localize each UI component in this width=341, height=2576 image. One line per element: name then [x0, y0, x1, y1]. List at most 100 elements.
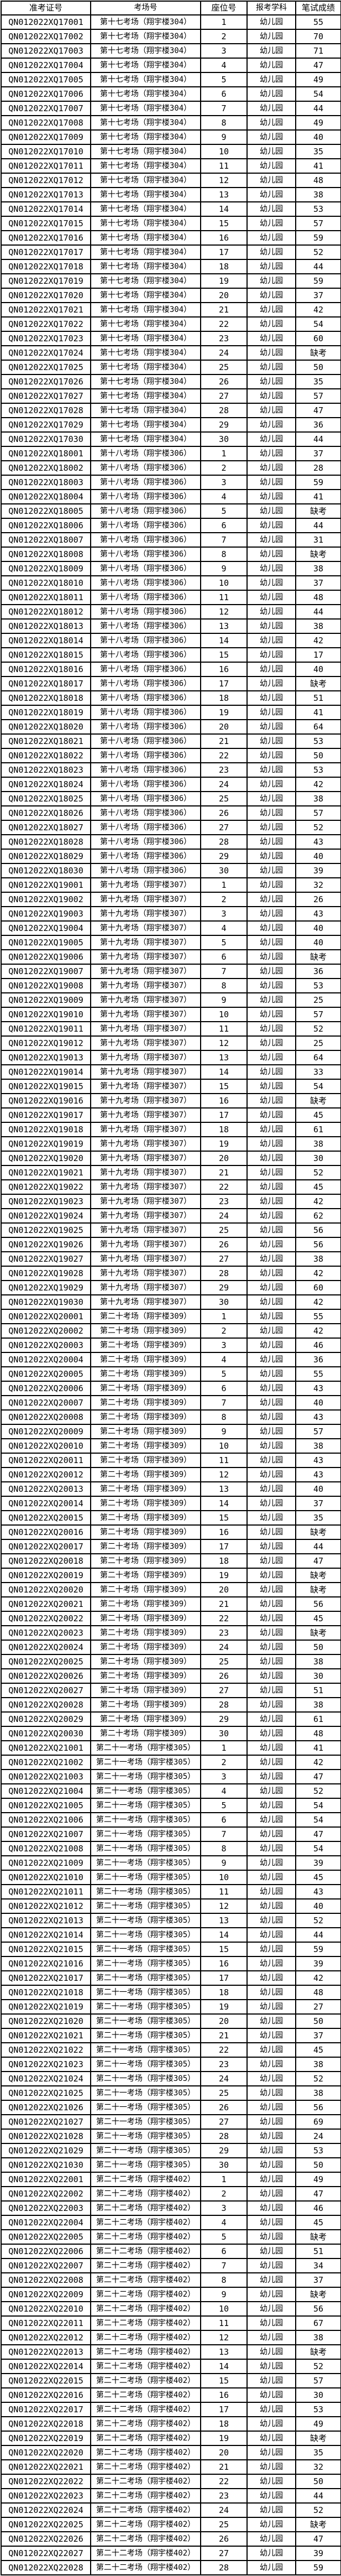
- table-row: QN012022XQ18024 第十八考场（翔宇楼306） 24 幼儿园 42: [1, 777, 341, 792]
- cell-exam-room: 第二十二考场（翔宇楼402）: [90, 2244, 201, 2259]
- cell-exam-room: 第十九考场（翔宇楼307）: [90, 949, 201, 965]
- cell-written-score: 38: [295, 561, 341, 576]
- cell-ticket-number: QN012022XQ17001: [1, 14, 91, 30]
- cell-written-score: 50: [295, 2157, 341, 2173]
- cell-subject: 幼儿园: [246, 2488, 296, 2504]
- cell-seat-number: 5: [200, 72, 248, 87]
- table-row: QN012022XQ17016 第十七考场（翔宇楼304） 16 幼儿园 59: [1, 230, 341, 246]
- cell-ticket-number: QN012022XQ22025: [1, 2517, 91, 2532]
- table-row: QN012022XQ22020 第二十二考场（翔宇楼402） 20 幼儿园 35: [1, 2445, 341, 2460]
- cell-ticket-number: QN012022XQ20007: [1, 1395, 91, 1411]
- cell-written-score: 38: [295, 791, 341, 806]
- table-row: QN012022XQ22025 第二十二考场（翔宇楼402） 25 幼儿园 缺考: [1, 2517, 341, 2532]
- cell-subject: 幼儿园: [246, 2114, 296, 2130]
- cell-written-score: 40: [295, 920, 341, 936]
- table-row: QN012022XQ19014 第十九考场（翔宇楼307） 14 幼儿园 33: [1, 1064, 341, 1080]
- cell-ticket-number: QN012022XQ20004: [1, 1352, 91, 1367]
- cell-ticket-number: QN012022XQ17002: [1, 29, 91, 44]
- cell-exam-room: 第十七考场（翔宇楼304）: [90, 101, 201, 116]
- cell-subject: 幼儿园: [246, 43, 296, 59]
- cell-exam-room: 第十七考场（翔宇楼304）: [90, 173, 201, 188]
- table-row: QN012022XQ19017 第十九考场（翔宇楼307） 17 幼儿园 45: [1, 1107, 341, 1123]
- cell-subject: 幼儿园: [246, 302, 296, 318]
- cell-seat-number: 17: [200, 1539, 248, 1554]
- cell-ticket-number: QN012022XQ18004: [1, 489, 91, 504]
- cell-exam-room: 第十九考场（翔宇楼307）: [90, 1136, 201, 1152]
- cell-seat-number: 6: [200, 518, 248, 533]
- cell-written-score: 64: [295, 1050, 341, 1065]
- cell-ticket-number: QN012022XQ22014: [1, 2359, 91, 2374]
- cell-written-score: 38: [295, 1251, 341, 1267]
- cell-exam-room: 第二十一考场（翔宇楼305）: [90, 1884, 201, 1900]
- table-row: QN012022XQ21027 第二十一考场（翔宇楼305） 27 幼儿园 69: [1, 2114, 341, 2130]
- cell-subject: 幼儿园: [246, 259, 296, 274]
- cell-ticket-number: QN012022XQ20010: [1, 1438, 91, 1454]
- cell-exam-room: 第二十二考场（翔宇楼402）: [90, 2560, 201, 2575]
- table-row: QN012022XQ20027 第二十考场（翔宇楼309） 27 幼儿园 51: [1, 1683, 341, 1698]
- cell-ticket-number: QN012022XQ18022: [1, 748, 91, 763]
- cell-seat-number: 10: [200, 575, 248, 591]
- table-row: QN012022XQ19019 第十九考场（翔宇楼307） 19 幼儿园 38: [1, 1136, 341, 1152]
- cell-seat-number: 11: [200, 158, 248, 174]
- cell-exam-room: 第十九考场（翔宇楼307）: [90, 1151, 201, 1166]
- cell-ticket-number: QN012022XQ18005: [1, 503, 91, 519]
- cell-seat-number: 28: [200, 834, 248, 850]
- table-row: QN012022XQ19026 第十九考场（翔宇楼307） 26 幼儿园 56: [1, 1237, 341, 1252]
- cell-ticket-number: QN012022XQ17005: [1, 72, 91, 87]
- cell-ticket-number: QN012022XQ21013: [1, 1913, 91, 1928]
- cell-subject: 幼儿园: [246, 1021, 296, 1037]
- cell-subject: 幼儿园: [246, 1870, 296, 1885]
- cell-subject: 幼儿园: [246, 1625, 296, 1641]
- cell-seat-number: 26: [200, 374, 248, 389]
- cell-seat-number: 3: [200, 1338, 248, 1353]
- cell-ticket-number: QN012022XQ18014: [1, 633, 91, 648]
- cell-ticket-number: QN012022XQ20024: [1, 1640, 91, 1655]
- table-row: QN012022XQ20004 第二十考场（翔宇楼309） 4 幼儿园 36: [1, 1352, 341, 1367]
- table-row: QN012022XQ20005 第二十考场（翔宇楼309） 5 幼儿园 55: [1, 1366, 341, 1382]
- cell-seat-number: 11: [200, 590, 248, 605]
- table-row: QN012022XQ21010 第二十一考场（翔宇楼305） 10 幼儿园 45: [1, 1870, 341, 1885]
- cell-exam-room: 第二十考场（翔宇楼309）: [90, 1640, 201, 1655]
- cell-exam-room: 第十七考场（翔宇楼304）: [90, 417, 201, 433]
- cell-written-score: 缺考: [295, 547, 341, 562]
- cell-subject: 幼儿园: [246, 1050, 296, 1065]
- cell-exam-room: 第十九考场（翔宇楼307）: [90, 920, 201, 936]
- cell-ticket-number: QN012022XQ20009: [1, 1424, 91, 1439]
- cell-seat-number: 23: [200, 2057, 248, 2072]
- cell-written-score: 37: [295, 2028, 341, 2043]
- cell-subject: 幼儿园: [246, 417, 296, 433]
- cell-exam-room: 第二十二考场（翔宇楼402）: [90, 2301, 201, 2317]
- cell-ticket-number: QN012022XQ21021: [1, 2028, 91, 2043]
- cell-written-score: 52: [295, 244, 341, 260]
- cell-ticket-number: QN012022XQ19011: [1, 1021, 91, 1037]
- cell-subject: 幼儿园: [246, 1985, 296, 2000]
- cell-exam-room: 第二十一考场（翔宇楼305）: [90, 2013, 201, 2029]
- cell-exam-room: 第十八考场（翔宇楼306）: [90, 590, 201, 605]
- cell-seat-number: 21: [200, 2459, 248, 2475]
- cell-exam-room: 第十七考场（翔宇楼304）: [90, 115, 201, 131]
- table-row: QN012022XQ19027 第十九考场（翔宇楼307） 27 幼儿园 38: [1, 1251, 341, 1267]
- cell-subject: 幼儿园: [246, 949, 296, 965]
- cell-ticket-number: QN012022XQ17009: [1, 129, 91, 145]
- cell-seat-number: 15: [200, 647, 248, 663]
- cell-subject: 幼儿园: [246, 201, 296, 217]
- cell-seat-number: 29: [200, 1711, 248, 1727]
- cell-ticket-number: QN012022XQ20014: [1, 1496, 91, 1511]
- cell-subject: 幼儿园: [246, 1323, 296, 1339]
- cell-subject: 幼儿园: [246, 1956, 296, 1971]
- cell-written-score: 56: [295, 1222, 341, 1238]
- cell-seat-number: 27: [200, 1683, 248, 1698]
- cell-seat-number: 27: [200, 1251, 248, 1267]
- table-row: QN012022XQ22007 第二十二考场（翔宇楼402） 7 幼儿园 34: [1, 2258, 341, 2273]
- cell-subject: 幼儿园: [246, 1999, 296, 2015]
- cell-written-score: 53: [295, 762, 341, 778]
- cell-seat-number: 10: [200, 2301, 248, 2317]
- cell-written-score: 44: [295, 2488, 341, 2504]
- cell-subject: 幼儿园: [246, 2200, 296, 2216]
- table-row: QN012022XQ17006 第十七考场（翔宇楼304） 6 幼儿园 54: [1, 86, 341, 102]
- cell-written-score: 35: [295, 1510, 341, 1526]
- cell-exam-room: 第十九考场（翔宇楼307）: [90, 1107, 201, 1123]
- cell-ticket-number: QN012022XQ19010: [1, 1007, 91, 1022]
- column-header: 笔试成绩: [295, 1, 341, 15]
- cell-written-score: 35: [295, 374, 341, 389]
